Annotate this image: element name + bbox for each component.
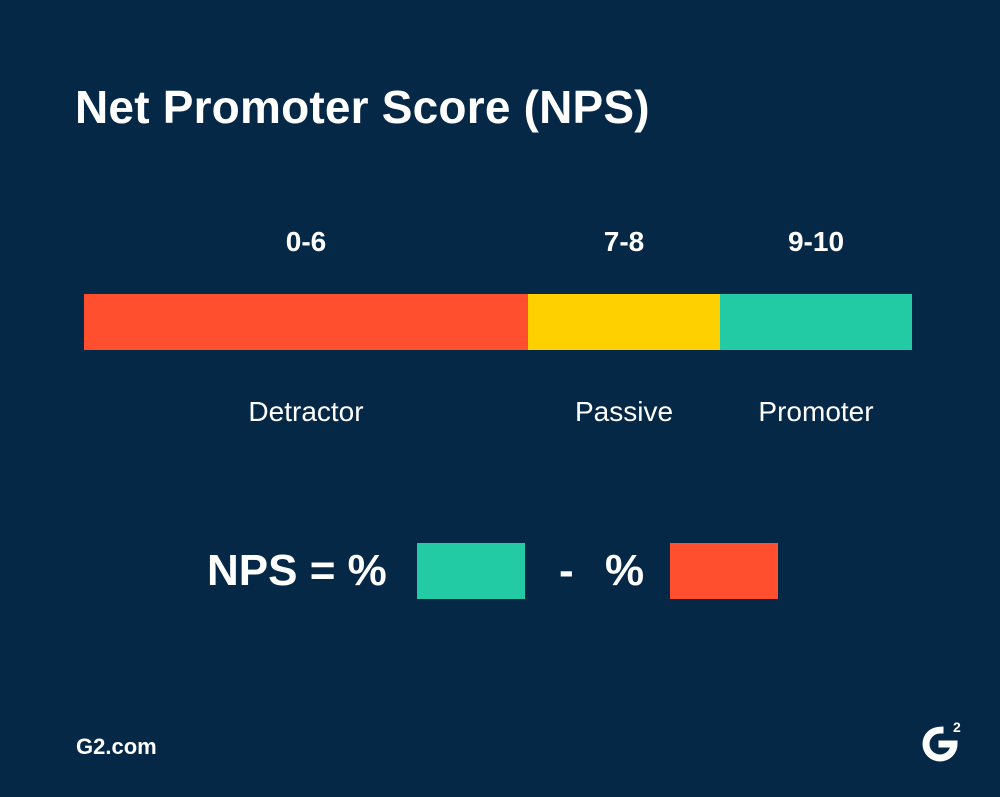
formula-minus: - [559, 546, 574, 595]
site-label: G2.com [76, 734, 157, 759]
passive-segment [528, 294, 720, 350]
g2-logo-icon: 2 [918, 718, 968, 768]
formula-percent: % [605, 546, 645, 595]
range-label-promoter: 9-10 [787, 226, 845, 257]
svg-text:2: 2 [953, 719, 961, 735]
category-label-promoter: Promoter [758, 396, 874, 427]
category-label-passive: Passive [574, 396, 674, 427]
promoter-swatch [417, 543, 525, 599]
detractor-swatch [670, 543, 778, 599]
page-title: Net Promoter Score (NPS) [75, 81, 650, 133]
nps-scale-bar [84, 294, 912, 350]
category-label-detractor: Detractor [248, 396, 364, 427]
detractor-segment [84, 294, 528, 350]
promoter-segment [720, 294, 912, 350]
range-label-detractor: 0-6 [285, 226, 327, 257]
formula-lhs: NPS = % [207, 546, 387, 595]
range-label-passive: 7-8 [603, 226, 645, 257]
